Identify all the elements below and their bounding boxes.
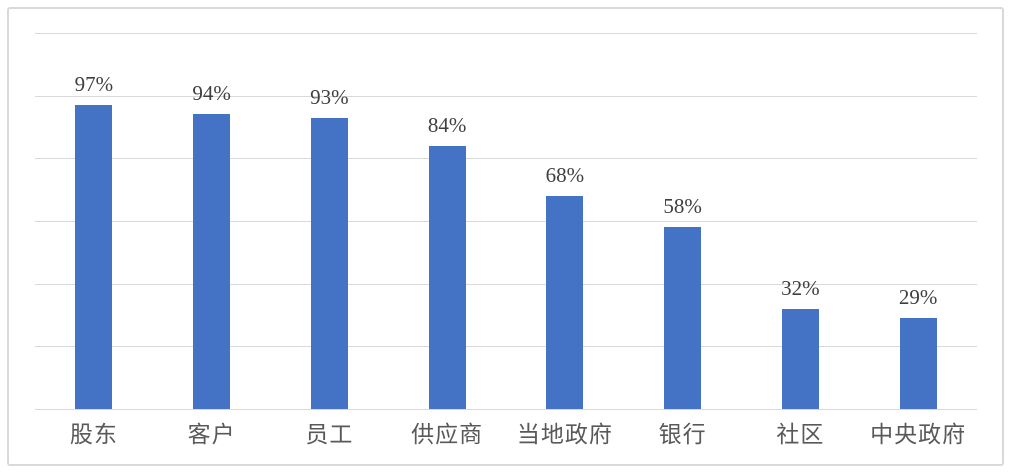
bar-group: 84% [388,33,506,409]
bar [428,145,466,409]
bar-value-label: 58% [663,194,702,219]
gridline [35,33,977,34]
category-label: 客户 [187,422,236,447]
plot-area: 97% 94% 93% 84% 68% 58% 32% 29% [35,33,977,410]
bar-value-label: 84% [427,112,467,137]
bar [193,114,231,409]
bar [899,318,937,409]
bar-group: 97% [35,33,153,409]
bar-value-label: 93% [310,84,349,109]
bar [75,105,113,409]
category-label: 银行 [658,422,707,447]
bar-value-label: 29% [898,285,938,310]
bar [781,308,819,409]
category-label: 股东 [69,422,118,447]
x-axis-labels: 股东 客户 员工 供应商 当地政府 银行 社区 中央政府 [35,421,977,449]
bar [664,227,702,409]
bar-value-label: 97% [74,71,114,96]
bar-series: 97% 94% 93% 84% 68% 58% 32% 29% [35,33,977,409]
bar-value-label: 32% [781,275,820,300]
gridline [35,409,977,410]
bar [310,117,348,409]
category-label: 员工 [305,422,354,447]
category-label: 当地政府 [516,422,613,447]
gridline [35,158,977,160]
bar-group: 94% [153,33,271,409]
bar-group: 32% [742,33,860,409]
bar [546,195,584,409]
bar-value-label: 94% [192,81,231,106]
chart-border: 97% 94% 93% 84% 68% 58% 32% 29% 股东 客户 员工 供应商 当地政府 银行… [7,7,1004,466]
bar-value-label: 68% [545,162,585,187]
gridline [35,221,977,222]
gridline [35,283,977,285]
bar-group: 93% [271,33,389,409]
bar-group: 68% [506,33,624,409]
category-label: 供应商 [411,422,484,447]
gridlines [35,33,977,410]
gridline [35,95,977,97]
gridline [35,346,977,348]
category-label: 社区 [776,422,825,447]
bar-group: 29% [859,33,977,409]
bar-group: 58% [624,33,742,409]
category-label: 中央政府 [870,422,967,447]
